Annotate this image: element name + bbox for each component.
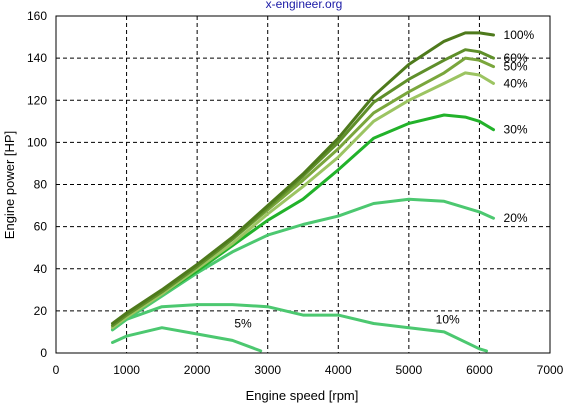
series-line-30pct xyxy=(111,113,495,330)
x-tick-label: 6000 xyxy=(466,363,493,377)
series-label-10pct: 10% xyxy=(436,313,460,327)
x-axis-label: Engine speed [rpm] xyxy=(246,388,359,403)
y-tick-label: 0 xyxy=(40,346,47,360)
series-label-100pct: 100% xyxy=(504,28,535,42)
y-tick-label: 100 xyxy=(27,135,47,149)
x-tick-label: 1000 xyxy=(113,363,140,377)
y-tick-label: 120 xyxy=(27,93,47,107)
series-line-100pct xyxy=(111,31,495,325)
plot-frame xyxy=(55,15,551,354)
x-tick-label: 3000 xyxy=(254,363,281,377)
x-tick-label: 7000 xyxy=(537,363,564,377)
series-labels: 100% 60%50% 40% 30% 20% 10% 5% xyxy=(234,28,534,331)
series-line-20pct xyxy=(111,197,495,332)
y-tick-label: 140 xyxy=(27,51,47,65)
y-tick-label: 60 xyxy=(34,220,48,234)
series-label-40pct: 40% xyxy=(504,76,528,90)
series-line-5pct xyxy=(111,326,263,353)
x-tick-label: 4000 xyxy=(325,363,352,377)
series-line-60pct xyxy=(111,48,495,328)
grid xyxy=(56,16,550,353)
y-axis-label: Engine power [HP] xyxy=(2,131,17,239)
x-tick-label: 2000 xyxy=(184,363,211,377)
y-tick-label: 40 xyxy=(34,262,48,276)
watermark-text: x-engineer.org xyxy=(266,0,343,11)
x-tick-label: 0 xyxy=(53,363,60,377)
series-label-20pct: 20% xyxy=(504,211,528,225)
series-label-30pct: 30% xyxy=(504,123,528,137)
x-tick-label: 5000 xyxy=(396,363,423,377)
series-lines xyxy=(111,31,495,353)
series-label-50pct: 50% xyxy=(504,60,528,74)
y-tick-label: 160 xyxy=(27,9,47,23)
series-line-40pct xyxy=(111,71,495,330)
y-axis-ticks: 0 20 40 60 80 100 120 140 160 xyxy=(27,9,47,360)
series-line-10pct xyxy=(111,303,488,353)
x-axis-ticks: 0 1000 2000 3000 4000 5000 6000 7000 xyxy=(53,363,564,377)
y-tick-label: 80 xyxy=(34,178,48,192)
series-label-5pct: 5% xyxy=(234,317,252,331)
y-tick-label: 20 xyxy=(34,304,48,318)
series-label-60pct: 60% xyxy=(504,51,528,65)
